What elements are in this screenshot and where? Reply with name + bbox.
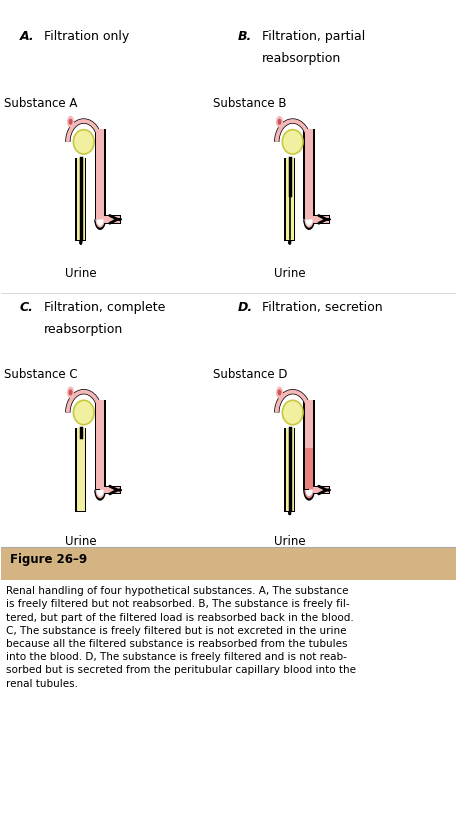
Text: Urine: Urine xyxy=(274,267,306,280)
Text: Urine: Urine xyxy=(65,534,97,547)
FancyBboxPatch shape xyxy=(77,158,85,240)
Circle shape xyxy=(69,119,72,124)
Text: Filtration, complete: Filtration, complete xyxy=(44,300,165,314)
Wedge shape xyxy=(96,220,104,226)
Text: Figure 26–9: Figure 26–9 xyxy=(11,553,88,566)
Text: Renal handling of four hypothetical substances. A, The substance
is freely filte: Renal handling of four hypothetical subs… xyxy=(6,586,356,689)
Circle shape xyxy=(276,117,282,127)
Text: Substance A: Substance A xyxy=(4,97,77,110)
FancyBboxPatch shape xyxy=(309,215,329,224)
Text: Substance D: Substance D xyxy=(213,368,287,381)
Circle shape xyxy=(278,119,281,124)
FancyBboxPatch shape xyxy=(100,487,120,493)
Wedge shape xyxy=(96,490,104,496)
Text: Substance B: Substance B xyxy=(213,97,286,110)
Wedge shape xyxy=(303,220,315,230)
FancyBboxPatch shape xyxy=(305,129,313,218)
Ellipse shape xyxy=(74,130,94,154)
FancyBboxPatch shape xyxy=(95,400,106,490)
Text: Filtration, secretion: Filtration, secretion xyxy=(262,300,383,314)
Text: A.: A. xyxy=(20,30,34,43)
Text: Filtration, partial: Filtration, partial xyxy=(262,30,365,43)
FancyBboxPatch shape xyxy=(286,428,294,511)
FancyBboxPatch shape xyxy=(284,158,295,241)
Wedge shape xyxy=(96,220,105,228)
Ellipse shape xyxy=(282,130,303,154)
FancyBboxPatch shape xyxy=(1,546,456,579)
Wedge shape xyxy=(96,490,105,499)
FancyBboxPatch shape xyxy=(95,129,106,220)
Text: Urine: Urine xyxy=(274,534,306,547)
FancyBboxPatch shape xyxy=(77,428,85,511)
Text: reabsorption: reabsorption xyxy=(262,52,341,65)
Text: reabsorption: reabsorption xyxy=(44,323,123,336)
Wedge shape xyxy=(304,220,314,228)
Wedge shape xyxy=(303,490,315,500)
FancyBboxPatch shape xyxy=(100,216,120,222)
Text: C.: C. xyxy=(20,300,33,314)
FancyBboxPatch shape xyxy=(100,215,121,224)
Ellipse shape xyxy=(74,400,94,425)
Ellipse shape xyxy=(282,400,303,425)
Text: Filtration only: Filtration only xyxy=(44,30,129,43)
Circle shape xyxy=(276,388,282,398)
FancyBboxPatch shape xyxy=(75,158,86,241)
FancyBboxPatch shape xyxy=(96,400,104,489)
Wedge shape xyxy=(306,220,313,226)
FancyBboxPatch shape xyxy=(75,428,86,512)
Text: B.: B. xyxy=(238,30,252,43)
Circle shape xyxy=(278,390,281,395)
Wedge shape xyxy=(304,490,314,499)
Text: Urine: Urine xyxy=(65,267,97,280)
Wedge shape xyxy=(94,490,106,500)
Circle shape xyxy=(68,388,74,398)
Text: Substance C: Substance C xyxy=(4,368,77,381)
FancyBboxPatch shape xyxy=(286,158,294,240)
FancyBboxPatch shape xyxy=(100,486,121,495)
FancyBboxPatch shape xyxy=(303,129,314,220)
Wedge shape xyxy=(94,220,106,230)
Circle shape xyxy=(68,117,74,127)
FancyBboxPatch shape xyxy=(284,428,295,512)
FancyBboxPatch shape xyxy=(303,400,314,490)
Circle shape xyxy=(69,390,72,395)
Text: D.: D. xyxy=(238,300,253,314)
FancyBboxPatch shape xyxy=(96,129,104,218)
FancyBboxPatch shape xyxy=(309,486,329,495)
Wedge shape xyxy=(306,490,313,496)
FancyBboxPatch shape xyxy=(305,400,313,489)
FancyBboxPatch shape xyxy=(309,487,329,493)
FancyBboxPatch shape xyxy=(305,449,313,489)
FancyBboxPatch shape xyxy=(309,216,329,222)
